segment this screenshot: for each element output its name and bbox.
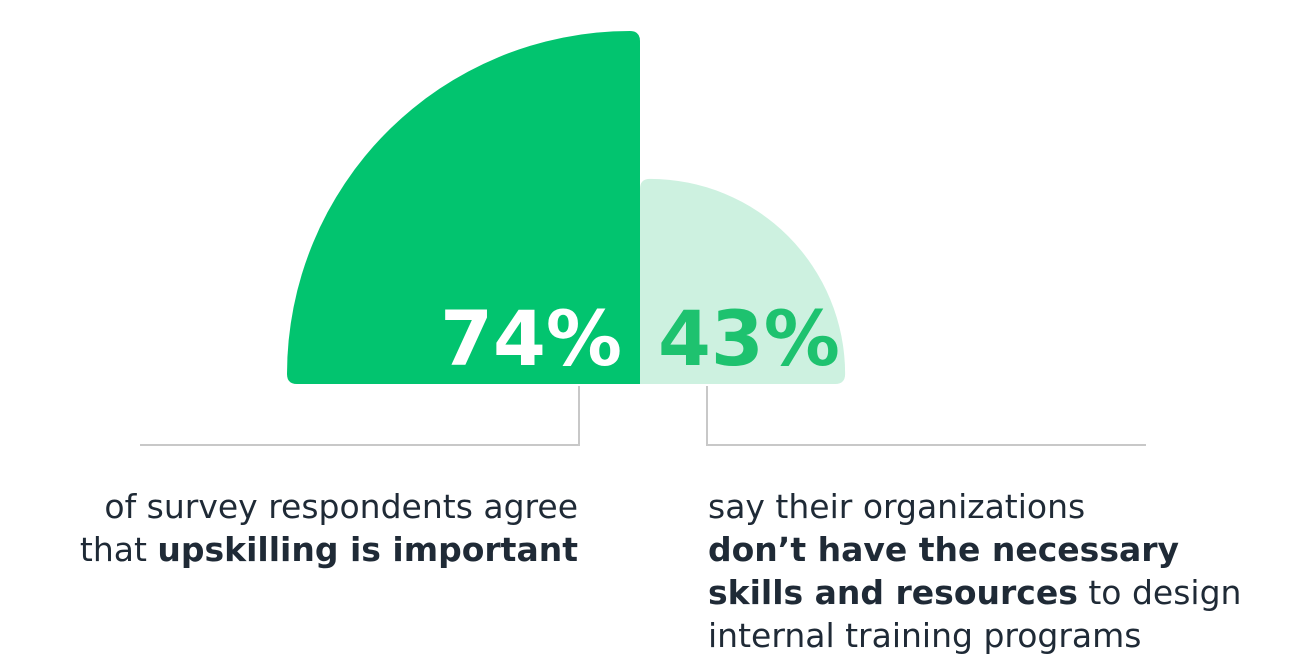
- caption-43-emphasis-2: skills and resources: [708, 573, 1078, 612]
- caption-74-line-2-text: that: [79, 530, 158, 569]
- caption-43: say their organizations don’t have the n…: [708, 485, 1288, 657]
- caption-43-line-3: skills and resources to design: [708, 571, 1288, 614]
- caption-43-line-4: internal training programs: [708, 616, 1142, 655]
- connector-line-right: [706, 386, 1146, 446]
- value-label-74: 74%: [440, 294, 622, 383]
- wedge-43: [640, 178, 846, 384]
- value-label-43: 43%: [658, 294, 840, 383]
- connector-line-left: [140, 386, 580, 446]
- caption-43-emphasis-1: don’t have the necessary: [708, 530, 1180, 569]
- caption-43-line-2: don’t have the necessary: [708, 528, 1288, 571]
- caption-43-line-3-text: to design: [1077, 573, 1242, 612]
- wedge-74: [287, 31, 640, 384]
- caption-74-emphasis: upskilling is important: [157, 530, 578, 569]
- caption-74: of survey respondents agree that upskill…: [58, 485, 578, 571]
- caption-43-line-1: say their organizations: [708, 487, 1086, 526]
- caption-74-line-2: that upskilling is important: [58, 528, 578, 571]
- caption-74-line-1: of survey respondents agree: [104, 487, 578, 526]
